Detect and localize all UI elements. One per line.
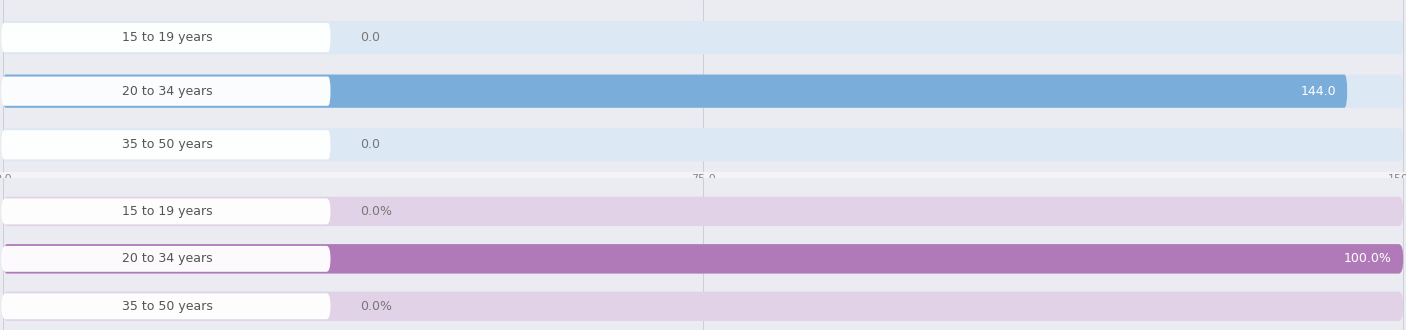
Text: 0.0: 0.0 (360, 31, 380, 44)
Text: 0.0%: 0.0% (360, 300, 392, 313)
FancyBboxPatch shape (1, 77, 330, 106)
Text: 20 to 34 years: 20 to 34 years (122, 252, 212, 265)
FancyBboxPatch shape (3, 244, 1403, 274)
FancyBboxPatch shape (3, 197, 1403, 226)
FancyBboxPatch shape (3, 128, 1403, 161)
FancyBboxPatch shape (1, 246, 330, 272)
FancyBboxPatch shape (3, 292, 1403, 321)
Text: 144.0: 144.0 (1301, 85, 1336, 98)
Text: 15 to 19 years: 15 to 19 years (122, 31, 212, 44)
Text: 0.0%: 0.0% (360, 205, 392, 218)
Text: 20 to 34 years: 20 to 34 years (122, 85, 212, 98)
FancyBboxPatch shape (1, 198, 330, 224)
Text: 35 to 50 years: 35 to 50 years (122, 138, 212, 151)
FancyBboxPatch shape (3, 75, 1347, 108)
FancyBboxPatch shape (1, 293, 330, 319)
FancyBboxPatch shape (1, 130, 330, 159)
Text: 100.0%: 100.0% (1344, 252, 1392, 265)
Text: 15 to 19 years: 15 to 19 years (122, 205, 212, 218)
Text: 0.0: 0.0 (360, 138, 380, 151)
Text: 35 to 50 years: 35 to 50 years (122, 300, 212, 313)
FancyBboxPatch shape (3, 75, 1403, 108)
FancyBboxPatch shape (3, 244, 1403, 274)
FancyBboxPatch shape (1, 23, 330, 52)
FancyBboxPatch shape (3, 21, 1403, 54)
